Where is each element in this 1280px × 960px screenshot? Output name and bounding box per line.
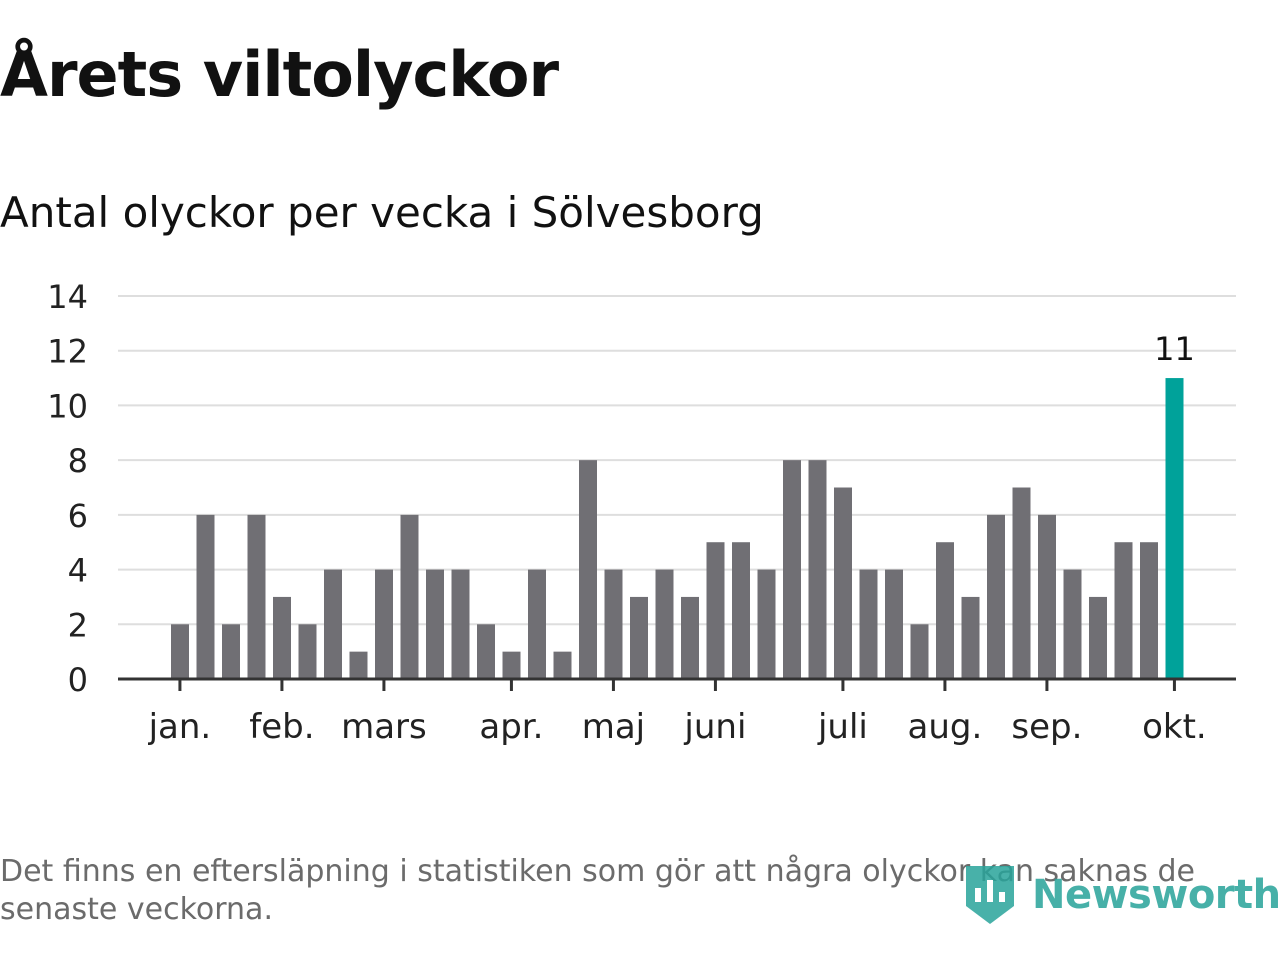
bar [1012, 487, 1031, 679]
y-tick-label: 14 [47, 278, 88, 316]
bar [732, 542, 750, 679]
bar [222, 624, 240, 679]
data-label: 11 [1154, 330, 1195, 368]
bar [706, 542, 725, 679]
bar [273, 596, 291, 679]
x-tick-label: aug. [908, 707, 983, 747]
bar [936, 542, 954, 679]
bar [1038, 514, 1056, 679]
bar [426, 569, 444, 679]
bar [808, 460, 827, 679]
bar [1089, 596, 1107, 679]
bar [834, 487, 852, 679]
y-tick-label: 4 [68, 552, 88, 590]
x-tick-label: feb. [249, 707, 314, 747]
x-tick-label: maj [582, 707, 645, 747]
bar [961, 596, 980, 679]
y-tick-label: 12 [47, 333, 88, 371]
y-tick-label: 0 [68, 661, 88, 699]
bar [196, 514, 215, 679]
bar [783, 460, 801, 679]
bar [477, 624, 495, 679]
y-tick-label: 2 [68, 606, 88, 644]
newsworthy-logo-icon [966, 866, 1014, 924]
x-tick-label: sep. [1011, 707, 1082, 747]
bar [247, 514, 266, 679]
x-tick-label: juli [817, 707, 868, 747]
chart-title: Årets viltolyckor [0, 38, 559, 111]
bar [171, 624, 189, 679]
x-tick-label: okt. [1142, 707, 1207, 747]
brand-logo: Newsworthy [964, 862, 1280, 928]
x-tick-label: apr. [479, 707, 543, 747]
bar [757, 569, 776, 679]
bar [1140, 542, 1158, 679]
bar [859, 569, 878, 679]
y-tick-label: 6 [68, 497, 88, 535]
y-tick-label: 8 [68, 442, 88, 480]
bar [681, 596, 699, 679]
x-tick-label: mars [341, 707, 427, 747]
bar [298, 624, 317, 679]
bar [604, 569, 623, 679]
bar [375, 569, 393, 679]
bar [553, 651, 572, 679]
bar [349, 651, 368, 679]
x-tick-label: jan. [148, 707, 212, 747]
bar [502, 651, 521, 679]
bar [1114, 542, 1133, 679]
bar [324, 569, 342, 679]
bar [885, 569, 903, 679]
bar [987, 514, 1005, 679]
chart-subtitle: Antal olyckor per vecka i Sölvesborg [0, 188, 764, 237]
bar [1063, 569, 1082, 679]
x-tick-label: juni [683, 707, 746, 747]
brand-name: Newsworthy [1032, 872, 1280, 918]
bar [579, 460, 597, 679]
bar [910, 624, 929, 679]
bar [528, 569, 546, 679]
bar [630, 596, 648, 679]
bar [655, 569, 674, 679]
y-tick-label: 10 [47, 387, 88, 425]
bar [451, 569, 470, 679]
bar [400, 514, 419, 679]
bar-highlight [1165, 378, 1184, 679]
